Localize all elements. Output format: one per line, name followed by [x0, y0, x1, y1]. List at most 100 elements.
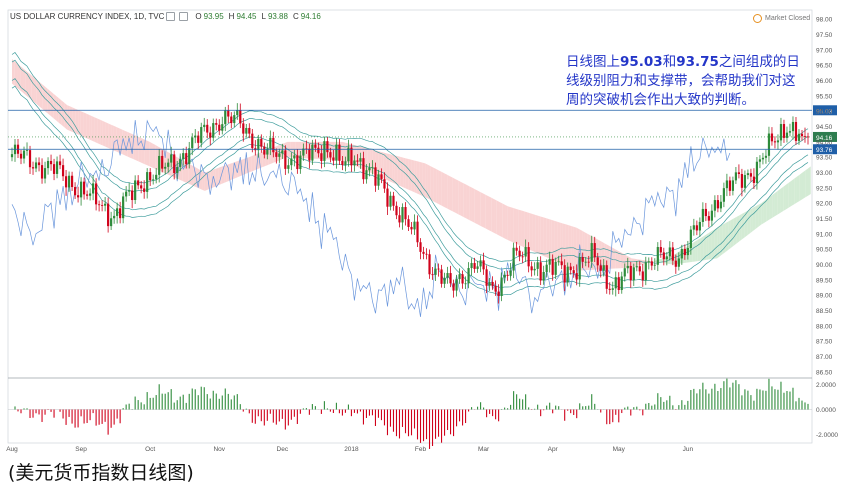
candle	[677, 258, 680, 267]
cloud-segment	[722, 223, 726, 255]
cloud-segment	[397, 156, 401, 187]
price-label-box	[813, 144, 837, 155]
candle	[446, 273, 449, 278]
candle	[236, 110, 239, 116]
candle	[356, 160, 359, 162]
cloud-segment	[505, 204, 508, 240]
candle	[500, 277, 503, 296]
cloud-segment	[229, 162, 233, 181]
open-key: O	[195, 12, 202, 21]
candle	[575, 273, 578, 280]
cloud-segment	[94, 117, 98, 144]
candle	[710, 210, 713, 221]
cloud-segment	[36, 79, 40, 107]
cloud-segment	[557, 221, 561, 264]
candle	[488, 281, 491, 286]
candle	[704, 208, 707, 217]
candle	[782, 124, 786, 138]
candle	[221, 124, 224, 131]
y-tick-label: 87.50	[816, 339, 833, 346]
candle	[344, 161, 347, 165]
candle	[284, 150, 287, 169]
cloud-segment	[469, 186, 472, 222]
y-tick-label: 88.00	[816, 323, 833, 330]
candle	[506, 274, 509, 276]
cloud-segment	[111, 124, 114, 151]
candle	[206, 124, 209, 133]
cloud-segment	[105, 122, 109, 148]
candle	[455, 279, 458, 291]
candle	[335, 144, 338, 161]
candle	[398, 215, 401, 223]
cloud-segment	[124, 130, 128, 157]
y-tick-label: 92.00	[816, 201, 833, 208]
cloud-segment	[113, 125, 117, 152]
candle	[143, 188, 146, 192]
candle	[104, 203, 107, 206]
candle	[593, 243, 596, 258]
y-tick-label: 96.00	[816, 78, 833, 85]
candle	[533, 268, 536, 271]
y-tick-label: 91.00	[816, 231, 833, 238]
candle	[581, 257, 584, 262]
candle	[218, 124, 221, 131]
candle	[653, 264, 656, 266]
candle	[28, 150, 32, 168]
cloud-segment	[546, 218, 550, 259]
candle	[323, 141, 326, 161]
price-label-box	[813, 105, 837, 116]
cloud-segment	[422, 162, 426, 198]
candle	[617, 277, 620, 291]
candle	[449, 273, 452, 284]
candle	[671, 247, 674, 261]
candle	[107, 203, 110, 227]
cloud-segment	[717, 226, 720, 259]
candle	[25, 150, 29, 151]
cloud-segment	[474, 189, 478, 225]
cloud-segment	[518, 209, 522, 247]
cloud-segment	[97, 118, 101, 145]
candle	[125, 191, 128, 197]
cloud-segment	[538, 215, 541, 255]
oscillator-tick-label: 0.0000	[816, 407, 836, 414]
cloud-segment	[133, 134, 136, 161]
eye-icon[interactable]	[166, 12, 176, 21]
candle	[473, 263, 476, 269]
cloud-segment	[188, 163, 192, 185]
candle	[200, 127, 203, 143]
candle	[61, 165, 65, 177]
candle	[803, 136, 807, 137]
settings-icon[interactable]	[179, 12, 189, 21]
cloud-segment	[741, 212, 745, 240]
candle	[638, 266, 641, 272]
candle	[470, 263, 473, 269]
candle	[395, 205, 398, 216]
cloud-segment	[259, 151, 263, 169]
cloud-segment	[623, 253, 627, 269]
cloud-segment	[808, 166, 811, 196]
candle	[542, 271, 545, 281]
candle	[73, 187, 77, 196]
candle	[407, 219, 410, 227]
candle	[476, 266, 479, 269]
cloud-segment	[34, 77, 37, 105]
annotation-text: 日线图上95.03和93.75之间组成的日线级别阻力和支撑带，会帮助我们对这周的…	[566, 53, 806, 110]
cloud-segment	[777, 188, 781, 215]
cloud-segment	[83, 112, 87, 139]
candle	[320, 153, 323, 161]
candle	[494, 285, 497, 292]
candle	[95, 183, 98, 205]
candle	[683, 248, 686, 256]
candle	[314, 144, 317, 148]
candle	[266, 148, 269, 155]
candle	[332, 157, 335, 161]
cloud-segment	[466, 184, 470, 220]
candle	[389, 195, 392, 207]
y-tick-label: 86.50	[816, 369, 833, 376]
candle	[539, 262, 542, 281]
candle	[797, 133, 801, 141]
candle	[52, 164, 56, 174]
cloud-segment	[221, 165, 225, 185]
cloud-segment	[452, 177, 456, 213]
candle	[173, 154, 176, 173]
